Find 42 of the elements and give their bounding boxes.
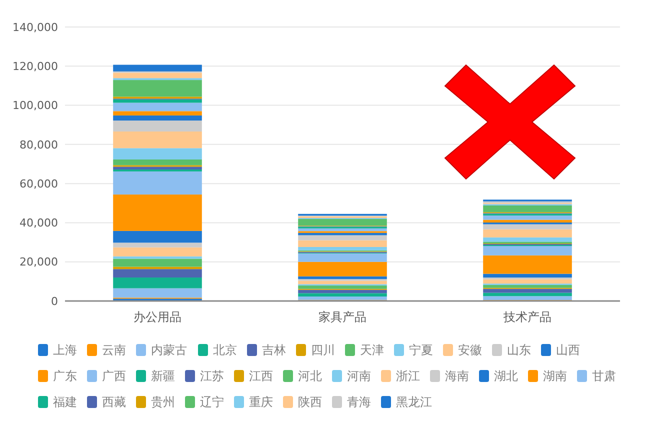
legend-label: 吉林: [262, 343, 286, 358]
legend-label: 云南: [102, 343, 126, 358]
legend-label: 安徽: [458, 343, 482, 358]
legend-label: 天津: [360, 343, 384, 358]
legend-label: 北京: [213, 343, 237, 358]
y-tick-label: 100,000: [12, 99, 58, 112]
legend-label: 江西: [249, 369, 273, 384]
legend-label: 宁夏: [409, 343, 433, 358]
legend-label: 四川: [311, 343, 335, 358]
y-tick-label: 120,000: [12, 60, 58, 73]
legend-label: 河北: [298, 369, 322, 384]
x-tick-label: 办公用品: [134, 310, 182, 324]
legend-label: 甘肃: [592, 369, 616, 384]
legend-label: 湖南: [543, 369, 567, 384]
legend-label: 广西: [102, 369, 126, 384]
x-tick-label: 家具产品: [318, 310, 366, 324]
legend-label: 重庆: [249, 395, 273, 410]
legend-label: 浙江: [396, 369, 420, 384]
y-tick-label: 20,000: [20, 256, 58, 269]
legend-label: 贵州: [151, 395, 175, 410]
legend-label: 江苏: [200, 369, 224, 384]
y-tick-label: 60,000: [20, 177, 58, 190]
y-tick-label: 80,000: [20, 138, 58, 152]
legend-label: 海南: [445, 369, 469, 384]
legend-label: 湖北: [494, 369, 518, 384]
legend-label: 内蒙古: [151, 343, 187, 358]
legend-label: 西藏: [102, 395, 126, 410]
x-tick-label: 技术产品: [502, 310, 552, 324]
legend-label: 黑龙江: [396, 395, 432, 410]
legend-label: 新疆: [151, 369, 175, 384]
legend-label: 辽宁: [200, 395, 224, 410]
legend-label: 上海: [53, 343, 77, 358]
y-tick-label: 0: [51, 294, 58, 308]
legend-label: 陕西: [298, 395, 322, 410]
legend-label: 河南: [347, 369, 371, 384]
legend-label: 广东: [53, 369, 77, 384]
legend-label: 山西: [556, 343, 580, 358]
y-tick-label: 140,000: [12, 20, 58, 34]
legend-label: 福建: [53, 395, 77, 410]
legend-label: 山东: [507, 343, 531, 358]
y-tick-label: 40,000: [20, 216, 58, 230]
legend-label: 青海: [347, 395, 371, 410]
